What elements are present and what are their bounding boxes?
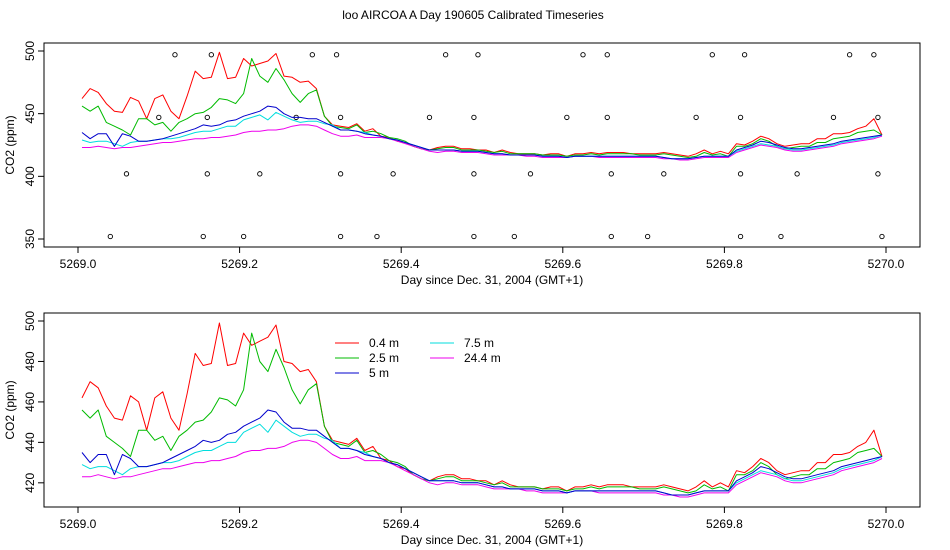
legend-label: 24.4 m [464, 351, 501, 365]
outlier-point [875, 171, 881, 177]
outlier-point [337, 114, 344, 121]
series-line-5-m [81, 105, 883, 160]
outlier-point [693, 114, 699, 121]
legend-label: 2.5 m [369, 351, 399, 365]
outlier-point [741, 52, 748, 58]
series-line-24-4-m [82, 439, 883, 498]
x-tick-label: 5269.2 [221, 257, 258, 271]
outlier-point [374, 233, 380, 240]
outlier-point [471, 171, 477, 177]
outlier-point [604, 114, 610, 121]
legend-label: 0.4 m [369, 336, 399, 350]
x-tick-label: 5269.6 [544, 257, 581, 271]
outlier-point [426, 114, 433, 121]
outlier-point [107, 233, 113, 240]
outlier-point [737, 114, 744, 121]
series-line-5-m [81, 409, 883, 496]
plot-frame [43, 42, 921, 248]
y-tick-label: 480 [23, 351, 37, 371]
x-axis-label: Day since Dec. 31, 2004 (GMT+1) [401, 273, 583, 287]
outlier-point [471, 233, 477, 240]
outlier-point [580, 52, 586, 58]
x-tick-label: 5269.4 [383, 257, 420, 271]
outlier-point [661, 171, 667, 177]
outlier-point [564, 114, 570, 121]
x-tick-label: 5269.2 [221, 517, 258, 531]
outlier-point [257, 171, 263, 177]
series-line-0-4-m [81, 322, 883, 492]
outlier-point [204, 171, 210, 177]
outlier-point [200, 233, 206, 240]
outlier-point [333, 52, 340, 58]
outlier-point [390, 171, 396, 177]
outlier-point [309, 52, 315, 58]
y-tick-label: 440 [23, 432, 37, 452]
y-tick-label: 400 [23, 166, 37, 186]
outlier-point [204, 114, 210, 121]
y-axis-label: CO2 (ppm) [3, 115, 17, 174]
x-tick-label: 5269.4 [383, 517, 420, 531]
outlier-point [123, 171, 130, 177]
y-tick-label: 450 [23, 103, 37, 123]
series-line-0-4-m [81, 51, 883, 157]
y-tick-label: 350 [23, 229, 37, 249]
outlier-point [208, 52, 214, 58]
bottom-panel-chart: 5269.0 5269.2 5269.4 5269.6 5269.8 5270.0 420 4… [3, 311, 921, 547]
legend: 0.4 m2.5 m5 m 7.5 m24.4 m [335, 336, 501, 380]
outlier-point [737, 171, 744, 177]
data-layer [81, 322, 883, 498]
outlier-point [871, 52, 877, 58]
outlier-point [475, 52, 481, 58]
x-tick-label: 5269.0 [60, 257, 97, 271]
x-tick-label: 5269.8 [706, 257, 743, 271]
x-tick-label: 5269.0 [60, 517, 97, 531]
outlier-point [527, 171, 534, 177]
y-axis-label: CO2 (ppm) [3, 380, 17, 439]
y-tick-label: 500 [23, 311, 37, 331]
x-axis-label: Day since Dec. 31, 2004 (GMT+1) [401, 533, 583, 547]
outlier-point [608, 171, 614, 177]
outlier-point [846, 52, 853, 58]
series-line-2-5-m [81, 332, 883, 494]
legend-label: 7.5 m [464, 336, 494, 350]
outlier-point [442, 52, 449, 58]
outlier-point [644, 233, 651, 240]
outlier-point [830, 114, 837, 121]
outlier-point [778, 233, 784, 240]
x-tick-label: 5270.0 [868, 257, 905, 271]
outlier-point [337, 171, 344, 177]
series-line-2-5-m [81, 58, 883, 158]
data-layer [81, 51, 885, 240]
top-panel-chart: 5269.0 5269.2 5269.4 5269.6 5269.8 5270.0 350 4… [3, 41, 921, 287]
series-line-24-4-m [82, 124, 883, 161]
outlier-point [240, 233, 247, 240]
y-tick-label: 420 [23, 472, 37, 492]
plot-frame [43, 312, 921, 508]
outlier-point [337, 233, 344, 240]
x-tick-label: 5269.6 [544, 517, 581, 531]
outlier-point [471, 114, 477, 121]
outlier-point [875, 114, 881, 121]
legend-label: 5 m [369, 366, 389, 380]
y-tick-label: 500 [23, 41, 37, 61]
outlier-point [156, 114, 162, 121]
outlier-point [604, 52, 610, 58]
y-tick-label: 460 [23, 392, 37, 412]
x-tick-label: 5269.8 [706, 517, 743, 531]
outlier-point [709, 52, 715, 58]
outlier-point [172, 52, 178, 58]
x-tick-label: 5270.0 [868, 517, 905, 531]
outlier-point [608, 233, 614, 240]
outlier-point [794, 171, 800, 177]
outlier-point [879, 233, 885, 240]
outlier-point [511, 233, 517, 240]
figure-title: loo AIRCOA A Day 190605 Calibrated Times… [342, 8, 603, 22]
outlier-point [737, 233, 744, 240]
